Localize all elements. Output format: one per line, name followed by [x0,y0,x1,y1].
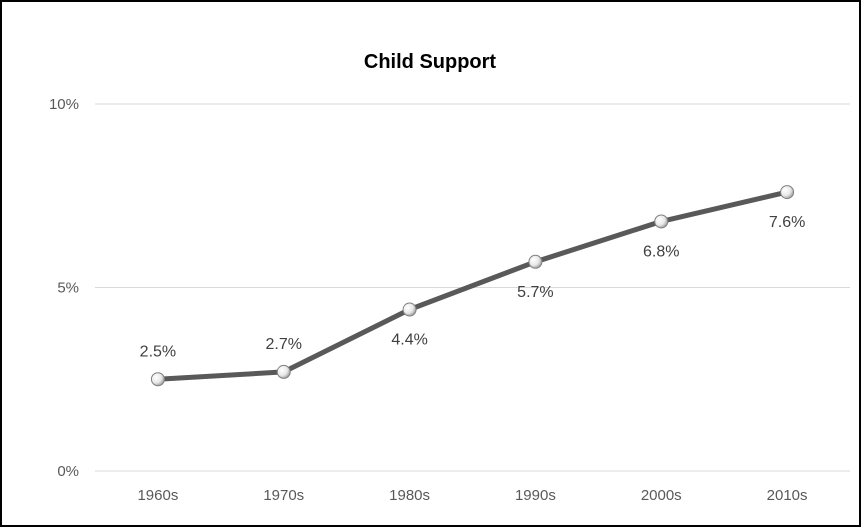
data-label: 2.5% [140,343,176,360]
data-point [276,364,291,379]
series-line [155,189,790,382]
x-tick-label: 2010s [767,487,808,504]
y-tick-label: 5% [57,280,79,297]
data-point [150,372,165,387]
data-label: 5.7% [517,284,553,301]
x-tick-label: 1980s [389,487,430,504]
x-tick-label: 2000s [641,487,682,504]
x-tick-label: 1990s [515,487,556,504]
data-point [654,214,669,229]
data-point [528,254,543,269]
series-line-path [155,189,790,382]
data-label: 2.7% [266,336,302,353]
y-tick-label: 10% [49,96,79,113]
data-point [780,185,795,200]
y-axis-ticks: 0% 5% 10% [49,96,79,480]
data-labels: 2.5% 2.7% 4.4% 5.7% 6.8% 7.6% [140,214,806,360]
data-label: 6.8% [643,243,679,260]
data-point [402,302,417,317]
x-axis-ticks: 1960s 1970s 1980s 1990s 2000s 2010s [137,487,807,504]
data-label: 7.6% [769,214,805,231]
y-tick-label: 0% [57,463,79,480]
x-tick-label: 1970s [263,487,304,504]
data-label: 4.4% [391,332,427,349]
series-markers [150,185,795,387]
chart-title: Child Support [364,51,497,73]
x-tick-label: 1960s [137,487,178,504]
